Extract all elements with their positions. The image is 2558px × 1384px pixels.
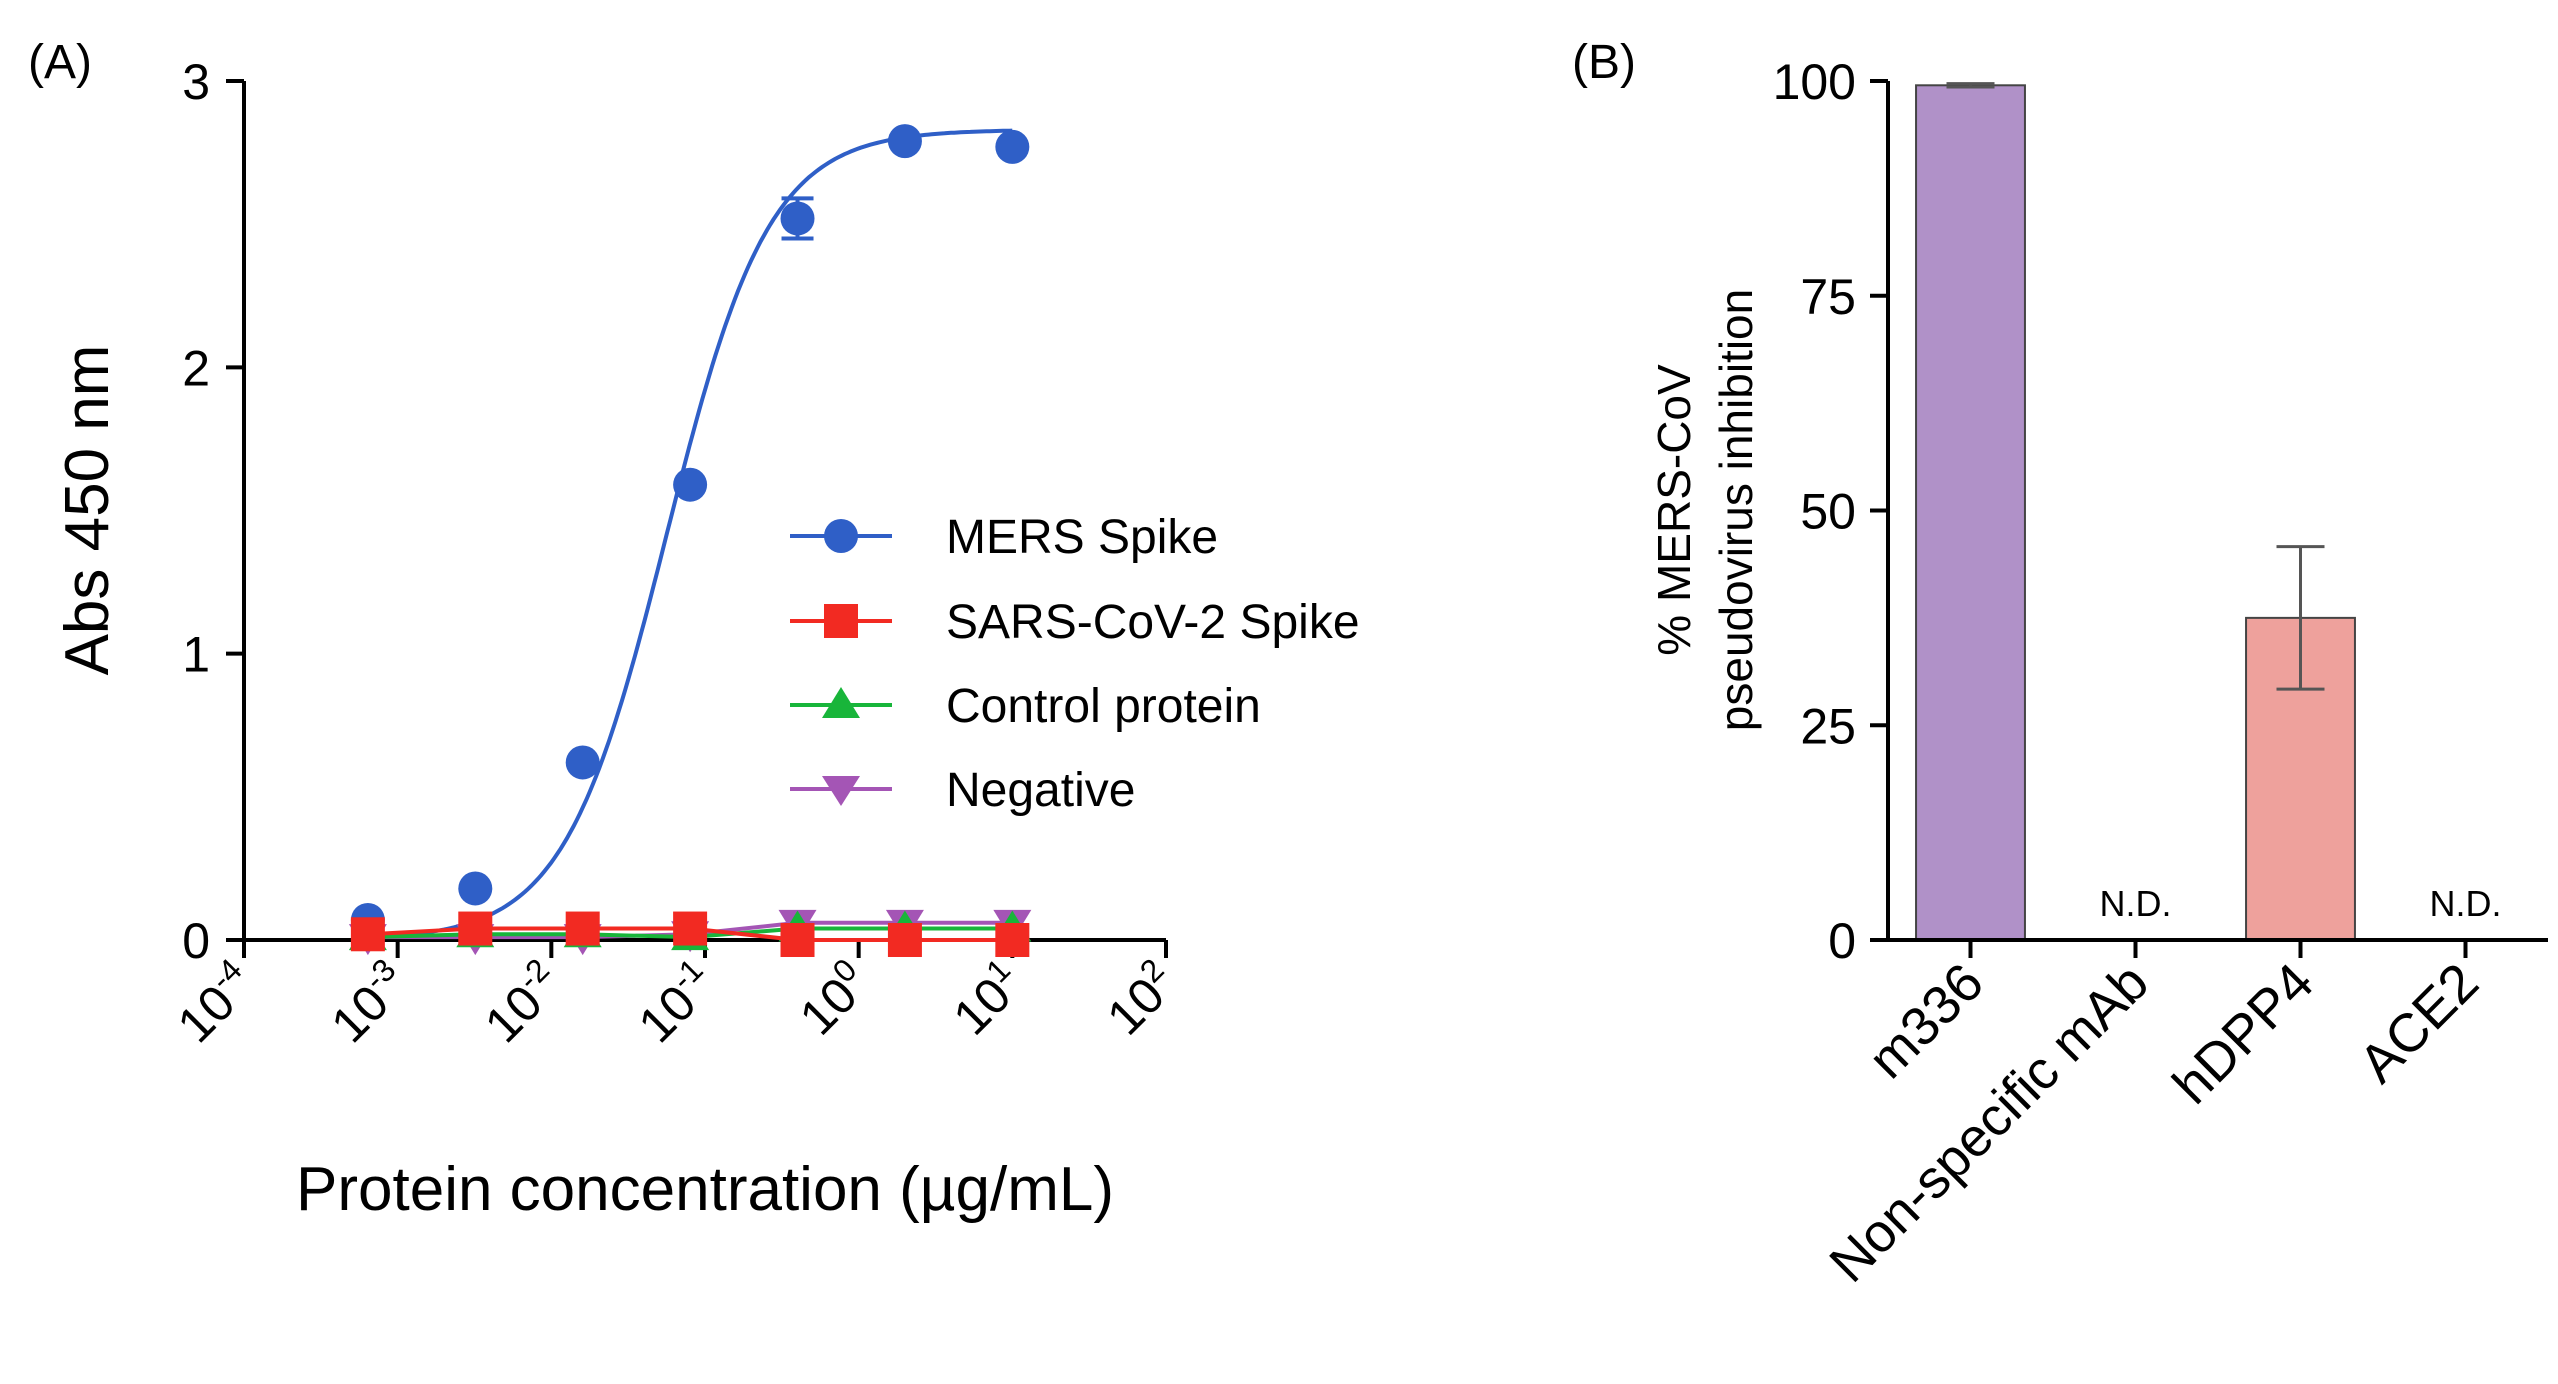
x-tick-label: 10-1	[625, 951, 727, 1053]
x-tick-label: 10-4	[164, 951, 266, 1053]
category-label-text: ACE2	[2348, 952, 2490, 1094]
data-point-sars-cov-2-spike	[887, 923, 922, 957]
panel-b-y-axis-title-line2: pseudovirus inhibition	[1710, 289, 1762, 731]
x-tick-label-text: 100	[786, 951, 880, 1045]
category-label-m336: m336	[1857, 952, 1995, 1090]
legend-label-mers-spike: MERS Spike	[946, 511, 1218, 564]
y-tick-label: 3	[182, 54, 210, 110]
panel-b-bars: N.D. N.D.	[1915, 82, 2502, 942]
y-tick-label: 2	[182, 340, 210, 396]
y-tick-label: 0	[182, 913, 210, 969]
mers-spike-fit-curve	[366, 128, 1013, 940]
legend-item-control-protein: Control protein	[790, 680, 1261, 733]
data-point-sars-cov-2-spike	[458, 911, 493, 946]
nd-label: N.D.	[2430, 883, 2502, 924]
y-tick-label: 1	[182, 627, 210, 683]
nd-label: N.D.	[2100, 883, 2172, 924]
panel-b-y-ticks: 0 25 50 75 100	[1773, 54, 1888, 969]
data-point-mers-spike	[780, 201, 815, 236]
panel-a-label: (A)	[28, 36, 92, 89]
data-point-mers-spike	[887, 124, 922, 159]
category-label-ace2: ACE2	[2348, 952, 2490, 1094]
x-tick-label-text: 10-1	[625, 951, 727, 1053]
x-tick-label: 10-3	[318, 951, 420, 1053]
y-tick-label: 75	[1800, 269, 1856, 325]
data-point-sars-cov-2-spike	[780, 923, 815, 957]
category-label-non-specific-mab: Non-specific mAb	[1818, 952, 2160, 1294]
legend-item-negative: Negative	[790, 764, 1135, 817]
data-point-sars-cov-2-spike	[565, 911, 600, 946]
category-label-text: Non-specific mAb	[1818, 952, 2160, 1294]
panel-a-x-axis-title: Protein concentration (µg/mL)	[296, 1155, 1114, 1224]
y-tick-label: 25	[1800, 698, 1856, 754]
series-mers-spike	[350, 124, 1030, 937]
legend-item-mers-spike: MERS Spike	[790, 511, 1218, 564]
x-tick-label-text: 10-3	[318, 951, 420, 1053]
category-label-hdpp4: hDPP4	[2162, 952, 2325, 1115]
panel-b-label: (B)	[1572, 36, 1636, 89]
data-point-sars-cov-2-spike	[350, 917, 385, 952]
category-label-text: m336	[1857, 952, 1995, 1090]
panel-a-data-marks	[348, 124, 1032, 957]
data-point-mers-spike	[995, 129, 1030, 164]
panel-b-y-axis-title-line1: % MERS-CoV	[1648, 364, 1700, 656]
panel-b: (B) % MERS-CoV pseudovirus inhibition 0 2…	[1572, 36, 2548, 1294]
x-tick-label: 101	[940, 951, 1034, 1045]
data-point-mers-spike	[565, 745, 600, 780]
legend-label-control-protein: Control protein	[946, 680, 1261, 733]
panel-a-legend: MERS Spike SARS-CoV-2 Spike Control prot…	[790, 511, 1360, 817]
data-point-sars-cov-2-spike	[673, 911, 708, 946]
category-label-text: hDPP4	[2162, 952, 2325, 1115]
x-tick-label-text: 101	[940, 951, 1034, 1045]
data-point-mers-spike	[673, 467, 708, 502]
panel-a: (A) Abs 450 nm Protein concentration (µg…	[28, 36, 1360, 1224]
y-tick-label: 50	[1800, 484, 1856, 540]
legend-label-negative: Negative	[946, 764, 1135, 817]
legend-item-sars-cov-2-spike: SARS-CoV-2 Spike	[790, 596, 1360, 649]
x-tick-label-text: 10-2	[471, 951, 573, 1053]
data-point-mers-spike	[458, 871, 493, 906]
x-tick-label: 10-2	[471, 951, 573, 1053]
bar-m336	[1915, 84, 2026, 942]
x-tick-label: 102	[1093, 951, 1187, 1045]
legend-label-sars-cov-2-spike: SARS-CoV-2 Spike	[946, 596, 1360, 649]
x-tick-label-text: 10-4	[164, 951, 266, 1053]
panel-a-x-ticks: 10-4 10-3 10-2 10-1 100 101 102	[164, 940, 1187, 1053]
panel-a-y-ticks: 0 1 2 3	[182, 54, 244, 969]
data-point-sars-cov-2-spike	[995, 923, 1030, 957]
x-tick-label-text: 102	[1093, 951, 1187, 1045]
y-tick-label: 100	[1773, 54, 1856, 110]
x-tick-label: 100	[786, 951, 880, 1045]
series-sars-cov-2-spike	[350, 911, 1030, 957]
panel-a-y-axis-title: Abs 450 nm	[53, 345, 122, 676]
y-tick-label: 0	[1828, 913, 1856, 969]
